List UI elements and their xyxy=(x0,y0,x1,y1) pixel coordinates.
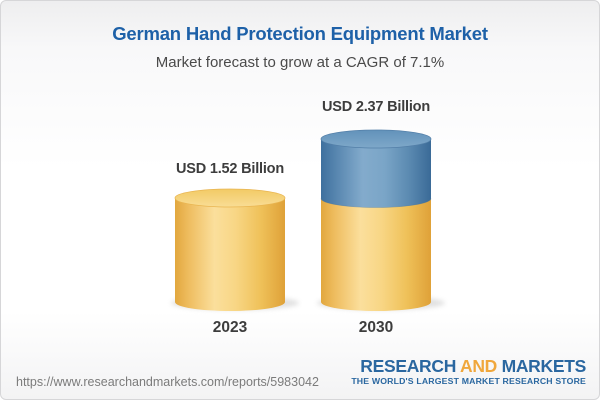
cylinder-2023-top xyxy=(174,188,286,208)
segment-2030-growth xyxy=(321,139,431,208)
value-label-2030: USD 2.37 Billion xyxy=(322,99,430,115)
value-label-2023: USD 1.52 Billion xyxy=(176,161,284,177)
cylinder-2030 xyxy=(317,129,445,311)
segment-boundary-line xyxy=(320,198,432,208)
cylinder-2030-top xyxy=(320,129,432,149)
category-label-2023: 2023 xyxy=(212,319,248,336)
logo-word-markets: MARKETS xyxy=(501,356,587,376)
logo-wordmark: RESEARCH AND MARKETS xyxy=(351,357,586,375)
chart-title: German Hand Protection Equipment Market xyxy=(112,23,488,44)
segment-2030-base xyxy=(321,198,431,311)
report-url: https://www.researchandmarkets.com/repor… xyxy=(16,375,319,389)
category-label-2030: 2030 xyxy=(358,319,394,336)
logo-tagline: THE WORLD'S LARGEST MARKET RESEARCH STOR… xyxy=(351,376,586,387)
chart-subtitle: Market forecast to grow at a CAGR of 7.1… xyxy=(155,54,445,71)
logo-word-research: RESEARCH xyxy=(360,356,457,376)
cylinder-2023 xyxy=(171,188,299,311)
research-and-markets-logo: RESEARCH AND MARKETS THE WORLD'S LARGEST… xyxy=(351,357,586,387)
logo-word-and: AND xyxy=(459,356,497,376)
segment-2023-base xyxy=(175,198,285,311)
